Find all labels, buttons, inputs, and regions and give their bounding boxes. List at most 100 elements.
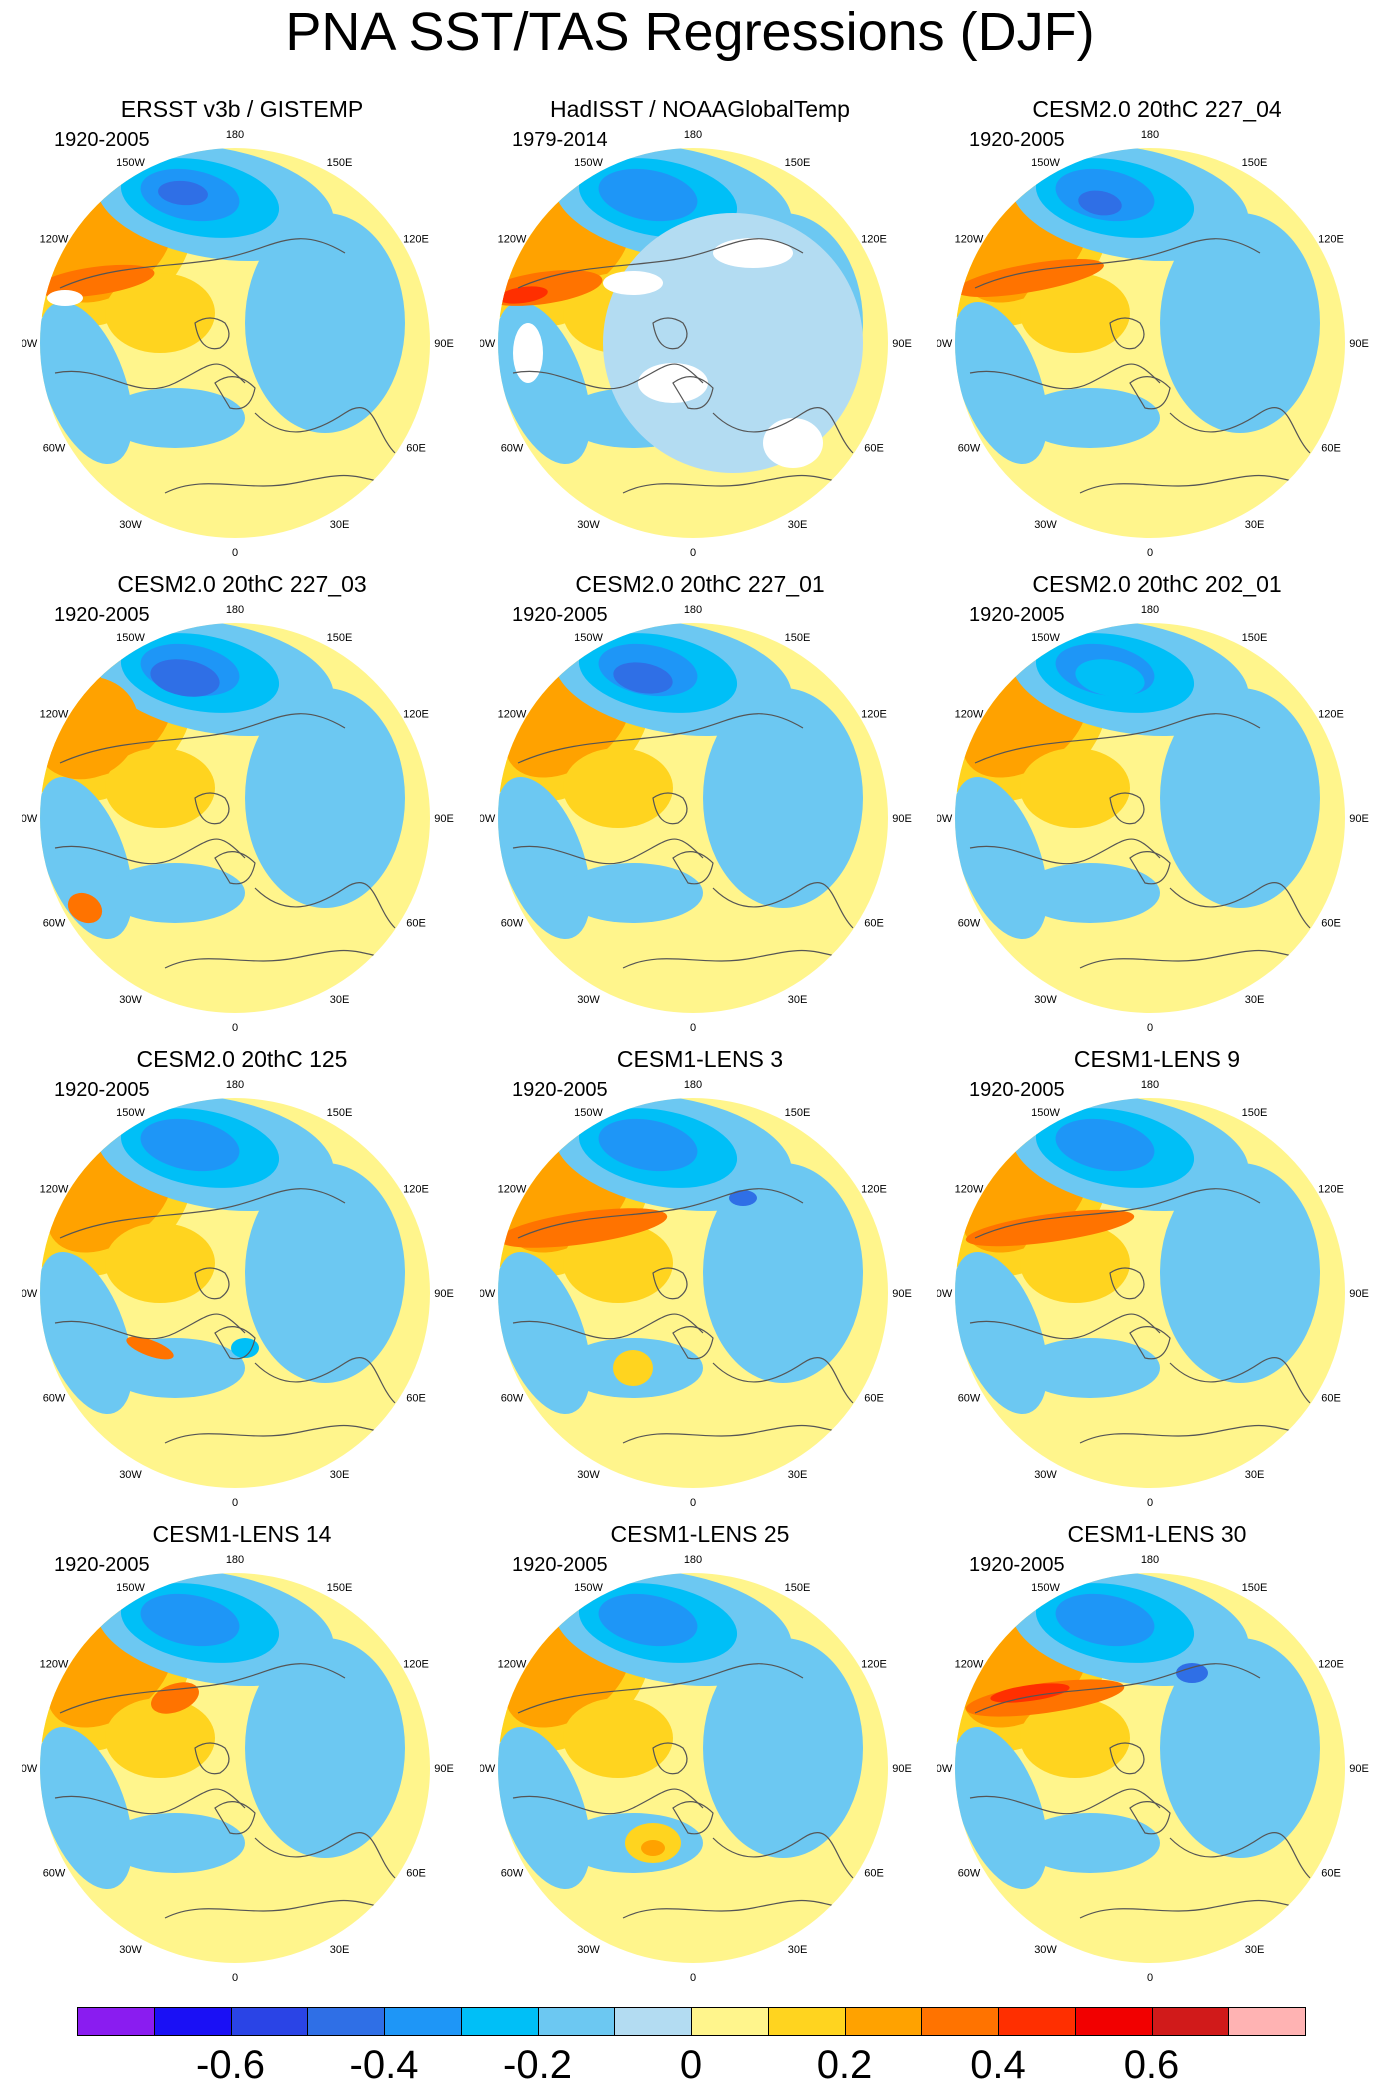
- longitude-label: 30W: [1034, 1469, 1057, 1481]
- longitude-label: 150E: [785, 157, 811, 169]
- anomaly-contour: [105, 1338, 245, 1398]
- longitude-label: 30W: [577, 1944, 600, 1956]
- colorbar-swatch: [921, 2007, 999, 2036]
- period-label: 1920-2005: [54, 1554, 150, 1576]
- longitude-label: 30E: [1245, 1469, 1265, 1481]
- longitude-label: 30W: [1034, 994, 1057, 1006]
- polar-map: 180 150E 120E 90E 60E 30E 0 30W 60W 90W 120W 150W: [937, 129, 1369, 559]
- coastlines: [969, 238, 1311, 494]
- colorbar-swatch: [384, 2007, 462, 2036]
- longitude-label: 30W: [1034, 1944, 1057, 1956]
- missing-data-area: [603, 271, 663, 295]
- anomaly-contour: [245, 688, 405, 908]
- anomaly-contour: [729, 1190, 757, 1206]
- colorbar-tick-label: -0.4: [349, 2043, 419, 2087]
- longitude-label: 60W: [43, 1393, 66, 1405]
- anomaly-contour: [563, 863, 703, 923]
- anomaly-contour: [703, 1163, 863, 1383]
- missing-data-area: [713, 238, 793, 268]
- longitude-label: 30W: [1034, 519, 1057, 531]
- longitude-label: 90W: [480, 813, 496, 825]
- panel-title: CESM2.0 20thC 227_04: [1032, 96, 1282, 122]
- longitude-label: 150E: [785, 1107, 811, 1119]
- anomaly-contour: [231, 1338, 259, 1358]
- longitude-label: 30E: [330, 1944, 350, 1956]
- anomaly-contour: [956, 259, 1104, 297]
- longitude-label: 60E: [1321, 443, 1341, 455]
- longitude-label: 150W: [574, 632, 603, 644]
- longitude-label: 30W: [577, 1469, 600, 1481]
- longitude-label: 150E: [1242, 632, 1268, 644]
- anomaly-contour: [703, 1638, 863, 1858]
- longitude-label: 150E: [327, 157, 353, 169]
- longitude-label: 0: [690, 1972, 696, 1984]
- anomaly-contour: [245, 1163, 405, 1383]
- longitude-label: 30E: [330, 519, 350, 531]
- longitude-label: 180: [1141, 1079, 1159, 1091]
- longitude-label: 90E: [434, 813, 454, 825]
- colorbar-tick-label: 0.6: [1123, 2043, 1180, 2087]
- longitude-label: 180: [226, 129, 244, 141]
- longitude-label: 150W: [1031, 1107, 1060, 1119]
- polar-map: 180 150E 120E 90E 60E 30E 0 30W 60W 90W 120W 150W: [480, 1079, 912, 1509]
- longitude-label: 0: [1147, 547, 1153, 559]
- longitude-label: 120E: [861, 1184, 887, 1196]
- longitude-label: 90E: [1349, 1288, 1369, 1300]
- map-panel: ERSST v3b / GISTEMP 180 150E 120E 90E 60E 30E 0…: [22, 95, 462, 565]
- longitude-label: 180: [1141, 129, 1159, 141]
- anomaly-contour: [140, 1118, 240, 1172]
- longitude-label: 30W: [119, 1944, 142, 1956]
- coastlines: [969, 713, 1311, 969]
- longitude-label: 60E: [864, 1393, 884, 1405]
- colorbar-swatch: [691, 2007, 769, 2036]
- longitude-label: 150W: [574, 157, 603, 169]
- anomaly-contour: [1160, 1638, 1320, 1858]
- longitude-label: 60W: [43, 443, 66, 455]
- longitude-label: 60W: [501, 443, 524, 455]
- longitude-label: 60W: [501, 918, 524, 930]
- longitude-label: 90W: [22, 813, 38, 825]
- colorbar: [77, 2007, 1306, 2038]
- anomaly-contour: [598, 168, 698, 222]
- longitude-label: 180: [684, 1554, 702, 1566]
- colorbar-tick-label: 0.2: [816, 2043, 873, 2087]
- colorbar-swatch: [1151, 2007, 1230, 2036]
- anomaly-contour: [1176, 1663, 1208, 1683]
- coastlines: [54, 1188, 396, 1444]
- anomaly-contour: [105, 748, 215, 828]
- longitude-label: 0: [232, 1497, 238, 1509]
- anomaly-contour: [613, 662, 673, 694]
- anomaly-contour: [1020, 273, 1130, 353]
- longitude-label: 150E: [1242, 1107, 1268, 1119]
- longitude-label: 150E: [1242, 1582, 1268, 1594]
- longitude-label: 90E: [892, 338, 912, 350]
- anomaly-contour: [1020, 388, 1160, 448]
- longitude-label: 150E: [327, 1582, 353, 1594]
- longitude-label: 90W: [937, 1763, 953, 1775]
- colorbar-tick-label: -0.2: [503, 2043, 572, 2087]
- longitude-label: 180: [226, 604, 244, 616]
- anomaly-contour: [140, 1593, 240, 1647]
- longitude-label: 30E: [788, 519, 808, 531]
- map-panel: CESM2.0 20thC 125 180 150E 120E 90E 60E 30E 0 30…: [22, 1045, 462, 1515]
- longitude-label: 90W: [22, 1288, 38, 1300]
- anomaly-contour: [105, 863, 245, 923]
- longitude-label: 180: [684, 604, 702, 616]
- longitude-label: 30W: [577, 994, 600, 1006]
- longitude-label: 0: [232, 547, 238, 559]
- anomaly-contour: [1020, 1698, 1130, 1778]
- coastlines: [54, 238, 396, 494]
- anomaly-contour: [126, 1336, 174, 1360]
- anomaly-contour: [105, 1698, 215, 1778]
- longitude-label: 150E: [327, 1107, 353, 1119]
- coastlines: [54, 1663, 396, 1919]
- longitude-label: 90W: [937, 338, 953, 350]
- anomaly-contour: [158, 180, 208, 206]
- longitude-label: 120W: [955, 1184, 984, 1196]
- polar-map: 180 150E 120E 90E 60E 30E 0 30W 60W 90W 120W 150W: [22, 604, 454, 1034]
- anomaly-contour: [1055, 1118, 1155, 1172]
- panel-title: CESM1-LENS 25: [610, 1521, 790, 1547]
- longitude-label: 150W: [116, 1582, 145, 1594]
- colorbar-swatch: [767, 2007, 846, 2036]
- longitude-label: 0: [690, 547, 696, 559]
